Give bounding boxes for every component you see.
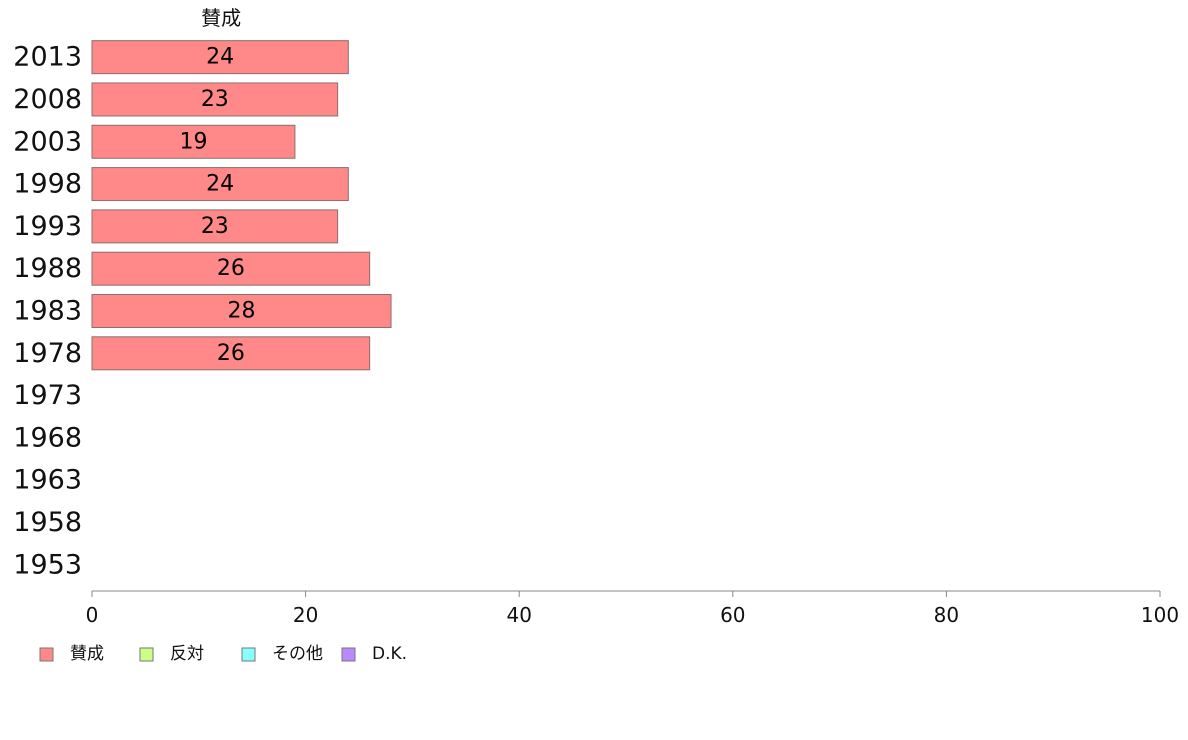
legend-label-2: その他 <box>272 644 323 664</box>
bar-1978-series-0 <box>91 336 371 371</box>
bar-value-label-1988-series-0: 26 <box>217 256 245 281</box>
category-label-2008: 2008 <box>13 84 82 115</box>
category-label-1998: 1998 <box>13 169 82 200</box>
legend-swatch-1 <box>139 647 154 662</box>
x-tick-label-0: 0 <box>86 603 99 627</box>
category-labels: 2013 2008 2003 1998 1993 1988 1983 1978 1973 1968… <box>13 42 82 581</box>
legend-label-1: 反対 <box>170 644 204 664</box>
legend-label-0: 賛成 <box>70 644 104 664</box>
x-tick-label-100: 100 <box>1141 603 1179 627</box>
legend-swatch-2 <box>241 647 256 662</box>
bar-value-label-2013-series-0: 24 <box>206 45 234 70</box>
category-label-1968: 1968 <box>13 422 82 453</box>
legend-swatch-3 <box>341 647 356 662</box>
x-tick-label-60: 60 <box>720 603 745 627</box>
category-label-1993: 1993 <box>13 211 82 242</box>
category-label-1958: 1958 <box>13 507 82 538</box>
top-series-label: 賛成 <box>201 6 241 30</box>
bar-value-label-1978-series-0: 26 <box>217 341 245 366</box>
category-label-1988: 1988 <box>13 253 82 284</box>
bar-value-label-1998-series-0: 24 <box>206 172 234 197</box>
category-label-1978: 1978 <box>13 338 82 369</box>
bar-value-label-1983-series-0: 28 <box>228 299 256 324</box>
bar-1998-series-0 <box>91 167 349 202</box>
category-label-1973: 1973 <box>13 380 82 411</box>
category-label-1953: 1953 <box>13 549 82 580</box>
bar-2008-series-0 <box>91 82 339 117</box>
x-axis: 0 20 40 60 80 100 <box>86 590 1179 627</box>
category-label-1963: 1963 <box>13 465 82 496</box>
legend: 賛成 反対 その他 D.K. <box>39 644 407 664</box>
legend-swatch-0 <box>39 647 54 662</box>
x-tick-label-80: 80 <box>934 603 959 627</box>
bar-value-label-1993-series-0: 23 <box>201 214 229 239</box>
x-tick-label-20: 20 <box>293 603 318 627</box>
top-series-name: 賛成 <box>201 6 241 30</box>
bar-value-label-2003-series-0: 19 <box>179 129 207 154</box>
bar-value-label-2008-series-0: 23 <box>201 87 229 112</box>
category-label-2003: 2003 <box>13 126 82 157</box>
bar-1983-series-0 <box>91 294 392 328</box>
bar-1993-series-0 <box>91 209 339 244</box>
bar-2003-series-0 <box>91 124 296 159</box>
category-label-2013: 2013 <box>13 42 82 73</box>
x-tick-label-40: 40 <box>506 603 531 627</box>
legend-label-3: D.K. <box>372 644 407 664</box>
bar-1988-series-0 <box>91 251 371 286</box>
category-label-1983: 1983 <box>13 296 82 327</box>
bars-layer: 24 23 19 24 23 26 28 26 <box>91 40 392 371</box>
bar-2013-series-0 <box>91 40 349 75</box>
